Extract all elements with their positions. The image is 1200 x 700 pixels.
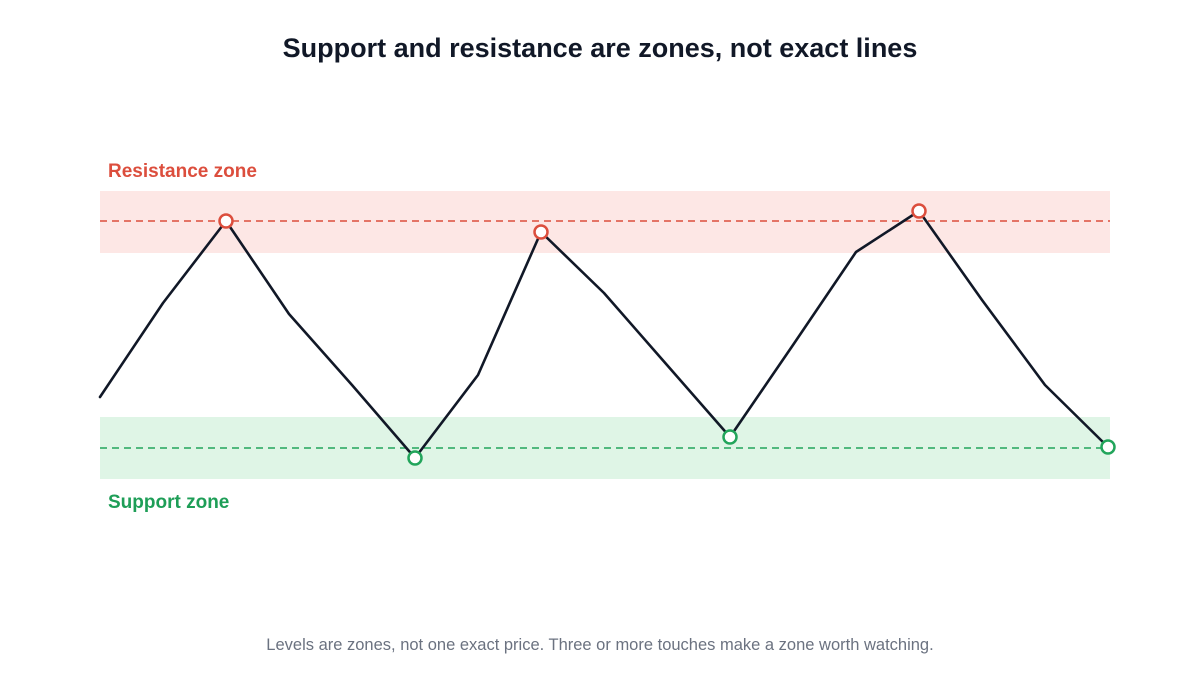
support-zone-label: Support zone	[108, 492, 229, 513]
resistance-touch-marker	[218, 213, 234, 229]
price-path-line	[98, 209, 1110, 460]
diagram-title: Support and resistance are zones, not ex…	[283, 33, 918, 63]
support-touch-marker	[407, 450, 423, 466]
resistance-touch-marker	[533, 224, 549, 240]
resistance-touch-marker	[911, 203, 927, 219]
support-touch-marker	[722, 429, 738, 445]
diagram-caption: Levels are zones, not one exact price. T…	[266, 636, 933, 654]
support-touch-marker	[1100, 439, 1116, 455]
resistance-zone-band	[100, 191, 1110, 253]
resistance-zone-label: Resistance zone	[108, 161, 257, 182]
